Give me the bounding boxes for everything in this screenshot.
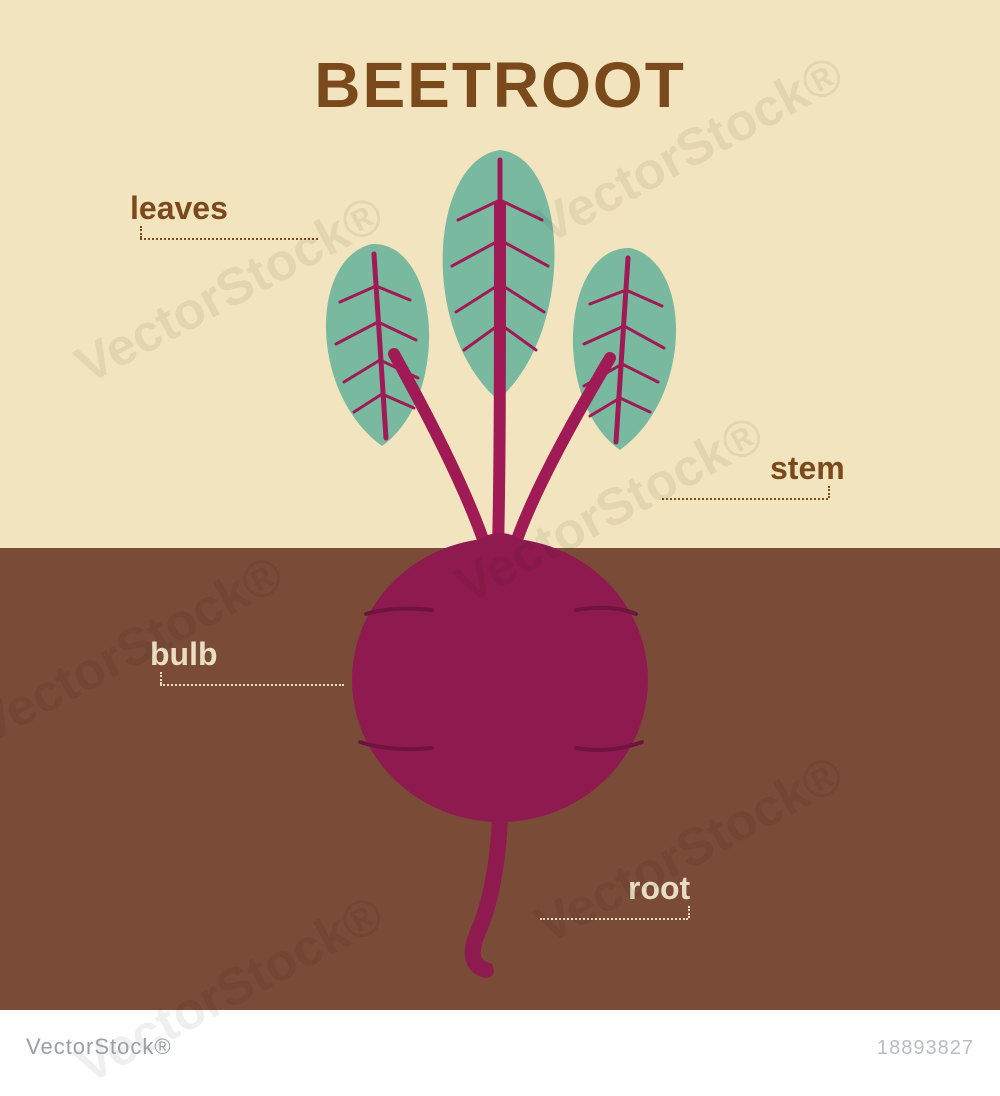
- leader-leaves: [140, 238, 318, 240]
- leader-root: [540, 918, 688, 920]
- leader-drop-root: [688, 906, 690, 918]
- leader-bulb: [160, 684, 344, 686]
- footer-id: 18893827: [877, 1037, 974, 1060]
- leader-drop-bulb: [160, 672, 162, 684]
- beetroot-illustration: [0, 0, 1000, 1080]
- label-leaves: leaves: [130, 190, 228, 227]
- footer-brand: VectorStock®: [26, 1034, 172, 1060]
- leader-drop-stem: [828, 486, 830, 498]
- label-stem: stem: [770, 450, 845, 487]
- leader-drop-leaves: [140, 226, 142, 238]
- label-root: root: [628, 870, 690, 907]
- leader-stem: [662, 498, 828, 500]
- label-bulb: bulb: [150, 636, 218, 673]
